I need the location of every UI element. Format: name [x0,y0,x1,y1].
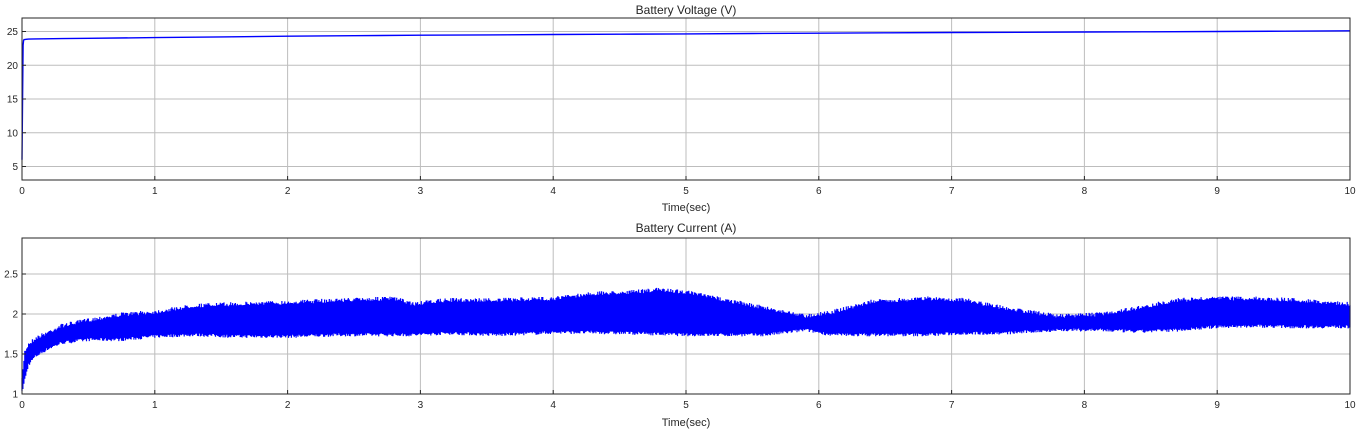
current-x-tick-label: 9 [1214,400,1220,411]
voltage-x-tick-label: 0 [19,186,25,197]
current-x-tick-label: 6 [816,400,822,411]
current-x-axis-label: Time(sec) [662,417,710,429]
current-x-tick-label: 5 [683,400,689,411]
voltage-x-tick-label: 4 [550,186,556,197]
current-x-tick-label: 1 [152,400,158,411]
voltage-y-tick-label: 15 [7,95,19,106]
voltage-x-tick-label: 6 [816,186,822,197]
voltage-x-tick-label: 9 [1214,186,1220,197]
voltage-x-tick-label: 2 [285,186,291,197]
current-x-tick-label: 7 [949,400,955,411]
voltage-series-line [21,30,1351,160]
current-x-tick-label: 4 [550,400,556,411]
current-y-tick-label: 1 [12,390,18,401]
voltage-x-tick-label: 10 [1344,186,1356,197]
current-x-tick-label: 8 [1082,400,1088,411]
voltage-x-tick-label: 8 [1082,186,1088,197]
voltage-x-tick-label: 5 [683,186,689,197]
voltage-panel: 0 1 2 3 4 5 6 7 8 9 10 5 10 15 20 25 Battery Voltage (V)… [7,3,1356,214]
current-x-tick-label: 10 [1344,400,1356,411]
current-y-tick-label: 2.5 [4,270,18,281]
current-y-tick-label: 1.5 [4,350,18,361]
voltage-y-tick-label: 10 [7,128,19,139]
voltage-x-tick-label: 7 [949,186,955,197]
voltage-chart-title: Battery Voltage (V) [636,3,737,17]
current-x-tick-label: 2 [285,400,291,411]
current-y-tick-label: 2 [12,310,18,321]
voltage-y-tick-label: 25 [7,27,19,38]
voltage-x-axis-label: Time(sec) [662,202,710,214]
current-x-tick-label: 3 [418,400,424,411]
voltage-y-tick-label: 20 [7,61,19,72]
voltage-y-tick-label: 5 [12,162,18,173]
current-chart-title: Battery Current (A) [636,221,737,235]
voltage-x-tick-label: 1 [152,186,158,197]
voltage-x-tick-label: 3 [418,186,424,197]
current-x-tick-label: 0 [19,400,25,411]
